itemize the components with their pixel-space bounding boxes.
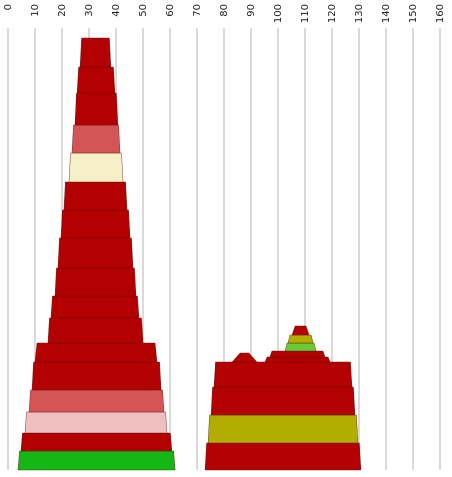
x-tick-label: 50 bbox=[138, 4, 149, 17]
segment bbox=[20, 432, 173, 452]
segment bbox=[210, 386, 356, 416]
segment bbox=[17, 450, 176, 471]
x-tick-label: 140 bbox=[381, 4, 392, 23]
segment bbox=[287, 334, 314, 344]
x-tick-label: 110 bbox=[300, 4, 311, 23]
segment bbox=[71, 124, 121, 154]
x-tick-label: 40 bbox=[111, 4, 122, 17]
x-tick-label: 0 bbox=[3, 4, 14, 10]
segment bbox=[79, 37, 112, 68]
segment bbox=[269, 350, 326, 358]
segment bbox=[74, 92, 119, 126]
x-tick-label: 60 bbox=[165, 4, 176, 17]
segment bbox=[54, 267, 137, 297]
segment bbox=[63, 181, 128, 211]
segment bbox=[28, 389, 165, 413]
x-tick-label: 80 bbox=[219, 4, 230, 17]
segment bbox=[50, 295, 140, 319]
segment bbox=[34, 342, 158, 363]
segment bbox=[76, 66, 116, 94]
x-tick-label: 30 bbox=[84, 4, 95, 17]
segment bbox=[231, 352, 258, 363]
x-tick-label: 150 bbox=[408, 4, 419, 23]
segment bbox=[57, 237, 134, 269]
segment bbox=[284, 342, 317, 352]
segment bbox=[24, 411, 168, 434]
segment bbox=[60, 209, 131, 239]
x-tick-label: 10 bbox=[30, 4, 41, 17]
segment bbox=[204, 442, 362, 471]
x-tick-label: 100 bbox=[273, 4, 284, 23]
x-tick-label: 160 bbox=[435, 4, 446, 23]
x-tick-label: 20 bbox=[57, 4, 68, 17]
segment bbox=[68, 152, 124, 183]
x-tick-label: 120 bbox=[327, 4, 338, 23]
segment bbox=[291, 325, 310, 336]
x-tick-label: 90 bbox=[246, 4, 257, 17]
segment bbox=[213, 361, 353, 388]
segment bbox=[47, 317, 144, 344]
x-tick-label: 130 bbox=[354, 4, 365, 23]
x-tick-label: 70 bbox=[192, 4, 203, 17]
segment bbox=[207, 414, 359, 444]
segment bbox=[31, 361, 162, 391]
segment bbox=[264, 356, 331, 363]
